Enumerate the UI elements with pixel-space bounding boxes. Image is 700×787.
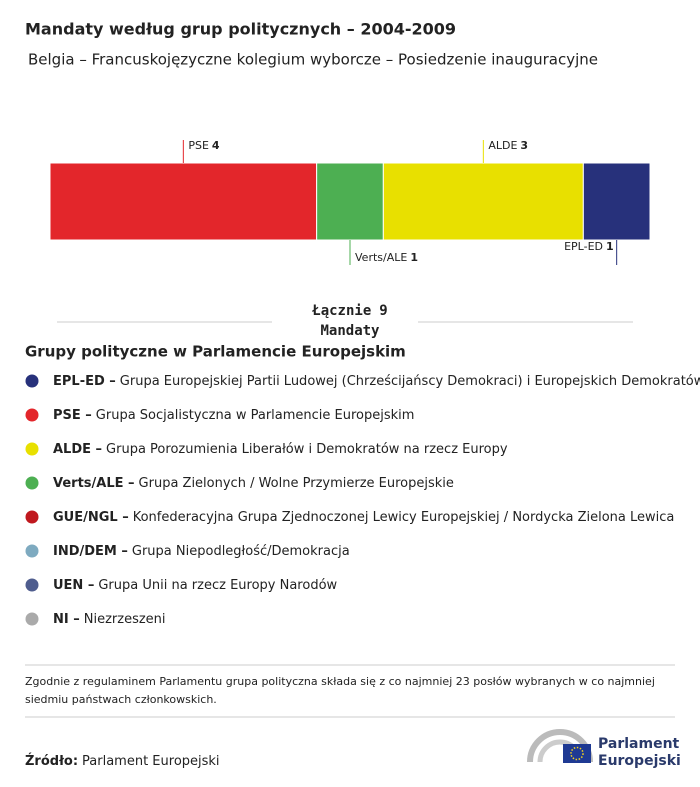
bar-segment xyxy=(316,162,384,241)
legend-item: PSE – Grupa Socjalistyczna w Parlamencie … xyxy=(53,408,414,423)
legend-description: Grupa Europejskiej Partii Ludowej (Chrze… xyxy=(120,374,700,389)
segment-label: EPL-ED 1 xyxy=(564,240,614,253)
segment-name: Verts/ALE xyxy=(355,251,407,264)
legend-description: Grupa Socjalistyczna w Parlamencie Europ… xyxy=(96,408,415,423)
logo-flag xyxy=(563,744,591,763)
legend-item: GUE/NGL – Konfederacyjna Grupa Zjednoczon… xyxy=(53,510,674,525)
legend-swatch xyxy=(25,442,39,456)
legend-item: EPL-ED – Grupa Europejskiej Partii Ludowe… xyxy=(53,374,700,389)
chart-title: Mandaty według grup politycznych – 2004-… xyxy=(25,20,456,39)
legend-swatch xyxy=(25,374,39,388)
legend-label: EPL-ED – xyxy=(53,374,116,389)
total-text: Łącznie xyxy=(311,303,371,319)
legend-swatch xyxy=(25,544,39,558)
legend-label: UEN – xyxy=(53,578,94,593)
segment-value: 3 xyxy=(520,139,528,152)
footnote: Zgodnie z regulaminem Parlamentu grupa p… xyxy=(25,675,655,706)
legend-title: Grupy polityczne w Parlamencie Europejsk… xyxy=(25,343,406,361)
segment-value: 1 xyxy=(606,240,614,253)
source-label: Źródło: xyxy=(25,753,78,769)
legend-description: Grupa Zielonych / Wolne Przymierze Europ… xyxy=(139,476,454,491)
total-label: Łącznie 9 xyxy=(311,303,387,319)
legend-swatch xyxy=(25,510,39,524)
legend-label: GUE/NGL – xyxy=(53,510,129,525)
logo-stars xyxy=(570,746,584,761)
logo-text: Parlament xyxy=(598,736,680,752)
legend-label: ALDE – xyxy=(53,442,102,457)
legend-label: Verts/ALE – xyxy=(53,476,135,491)
legend-item: NI – Niezrzeszeni xyxy=(53,612,166,627)
segment-label: PSE 4 xyxy=(188,139,220,152)
legend-swatch xyxy=(25,612,39,626)
legend-description: Grupa Porozumienia Liberałów i Demokrató… xyxy=(106,442,508,457)
segment-label: ALDE 3 xyxy=(488,139,528,152)
bar-segment xyxy=(382,162,584,241)
segment-name: ALDE xyxy=(488,139,517,152)
source-text: Parlament Europejski xyxy=(82,754,220,769)
legend-item: UEN – Grupa Unii na rzecz Europy Narodów xyxy=(53,578,338,593)
legend-label: PSE – xyxy=(53,408,92,423)
segment-value: 1 xyxy=(410,251,418,264)
segment-name: EPL-ED xyxy=(564,240,603,253)
legend-swatch xyxy=(25,408,39,422)
legend-description: Grupa Unii na rzecz Europy Narodów xyxy=(98,578,337,593)
segment-name: PSE xyxy=(188,139,209,152)
legend-item: IND/DEM – Grupa Niepodległość/Demokracja xyxy=(53,544,350,559)
legend-label: NI – xyxy=(53,612,80,627)
legend-description: Niezrzeszeni xyxy=(84,612,166,627)
bar-segment xyxy=(582,162,651,241)
legend-item: ALDE – Grupa Porozumienia Liberałów i Dem… xyxy=(53,442,508,457)
segment-label: Verts/ALE 1 xyxy=(355,251,418,264)
legend-label: IND/DEM – xyxy=(53,544,128,559)
total-unit: Mandaty xyxy=(320,323,380,339)
logo-text: Europejski xyxy=(598,753,681,769)
legend-description: Konfederacyjna Grupa Zjednoczonej Lewicy… xyxy=(133,510,675,525)
legend-item: Verts/ALE – Grupa Zielonych / Wolne Przym… xyxy=(53,476,454,491)
chart-subtitle: Belgia – Francuskojęzyczne kolegium wybo… xyxy=(28,51,598,69)
legend-swatch xyxy=(25,578,39,592)
legend-swatch xyxy=(25,476,39,490)
total-value: 9 xyxy=(379,303,387,319)
segment-value: 4 xyxy=(212,139,220,152)
logo: Parlament Europejski xyxy=(527,729,681,769)
source: Źródło: Parlament Europejski xyxy=(25,753,220,769)
bar-segment xyxy=(49,162,318,241)
legend-description: Grupa Niepodległość/Demokracja xyxy=(132,544,350,559)
